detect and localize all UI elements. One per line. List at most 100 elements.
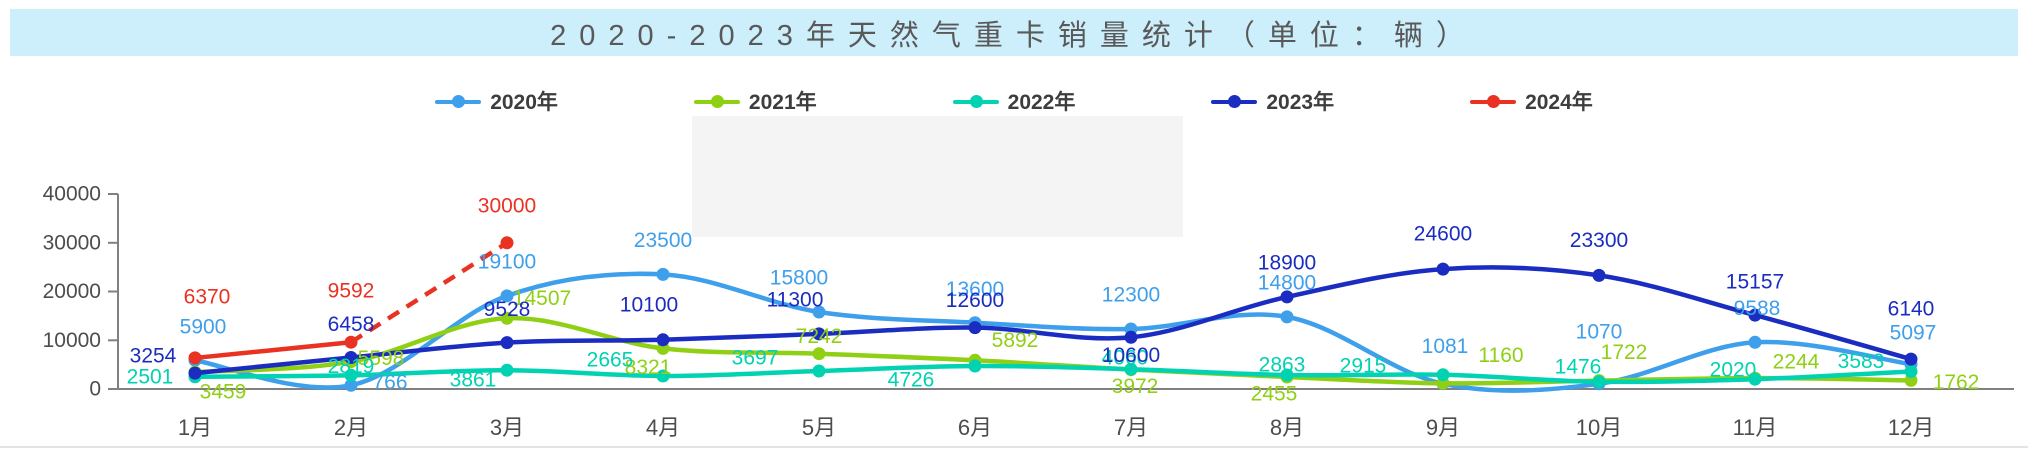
chart-title-bar: 2020-2023年天然气重卡销量统计（单位：辆） <box>10 9 2018 56</box>
data-label-2022年: 2863 <box>1259 354 1306 377</box>
x-axis-label: 6月 <box>958 415 992 440</box>
legend-item-2023年[interactable]: 2023年 <box>1211 86 1334 116</box>
data-point-2021年 <box>1904 373 1918 387</box>
x-axis-label: 7月 <box>1114 415 1148 440</box>
data-label-2022年: 1476 <box>1555 355 1602 378</box>
watermark-patch <box>692 116 1183 237</box>
legend-item-2021年[interactable]: 2021年 <box>693 86 817 116</box>
data-point-2020年 <box>812 305 826 319</box>
data-label-2020年: 5900 <box>180 316 227 339</box>
data-label-2020年: 1081 <box>1422 335 1469 358</box>
data-label-2023年: 3254 <box>130 345 177 368</box>
data-label-2022年: 2915 <box>1340 354 1387 377</box>
data-label-2023年: 9528 <box>484 298 531 321</box>
data-label-2021年: 1722 <box>1601 341 1648 364</box>
data-point-2022年 <box>500 363 514 377</box>
legend-marker-icon <box>1211 94 1258 108</box>
data-label-2021年: 2244 <box>1773 351 1820 374</box>
x-axis-label: 12月 <box>1888 415 1934 440</box>
data-point-2024年 <box>344 335 358 349</box>
data-label-2021年: 1160 <box>1478 344 1523 367</box>
data-label-2020年: 1070 <box>1576 320 1623 343</box>
data-label-2023年: 11300 <box>767 288 824 311</box>
data-point-2022年 <box>1904 365 1918 378</box>
data-label-2020年: 9588 <box>1734 297 1781 320</box>
data-point-2022年 <box>968 359 982 373</box>
series-line-2024年 <box>194 339 352 361</box>
data-point-2022年 <box>812 364 826 378</box>
data-point-2023年 <box>500 336 514 350</box>
legend-marker-icon <box>1470 94 1517 108</box>
legend-label: 2021年 <box>748 91 817 114</box>
legend-marker-icon <box>435 94 482 108</box>
data-label-2022年: 2665 <box>587 349 634 372</box>
x-axis-label: 3月 <box>490 415 524 440</box>
chart-title: 2020-2023年天然气重卡销量统计（单位：辆） <box>550 19 1478 52</box>
data-point-2022年 <box>1748 372 1762 386</box>
data-point-2024年 <box>188 351 202 365</box>
data-point-2021年 <box>812 347 826 361</box>
legend: 2020年 2021年 2022年 2023年 2024年 <box>0 85 2028 117</box>
data-label-2023年: 6458 <box>328 313 375 336</box>
data-point-2023年 <box>188 366 202 380</box>
data-point-2023年 <box>1904 352 1918 366</box>
data-point-2022年 <box>1592 375 1606 389</box>
data-label-2021年: 2455 <box>1251 383 1298 406</box>
data-point-2023年 <box>968 321 982 335</box>
data-label-2023年: 10600 <box>1102 344 1160 367</box>
data-label-2021年: 14507 <box>513 287 571 310</box>
bottom-divider <box>0 446 2028 448</box>
data-point-2020年 <box>344 378 358 392</box>
data-label-2021年: 3459 <box>200 381 247 404</box>
data-label-2020年: 12300 <box>1102 284 1160 307</box>
data-point-2020年 <box>656 267 670 281</box>
data-label-2023年: 18900 <box>1258 251 1316 274</box>
data-label-2023年: 10100 <box>620 293 678 316</box>
data-label-2020年: 766 <box>372 371 407 394</box>
data-point-2023年 <box>812 327 826 341</box>
legend-label: 2024年 <box>1525 91 1593 114</box>
data-label-2020年: 5097 <box>1890 322 1937 345</box>
data-point-2022年 <box>656 369 670 383</box>
legend-item-2020年[interactable]: 2020年 <box>435 86 558 116</box>
data-point-2023年 <box>344 351 358 364</box>
legend-item-2024年[interactable]: 2024年 <box>1470 86 1593 116</box>
x-axis-label: 1月 <box>178 415 212 440</box>
data-point-2023年 <box>1436 262 1450 276</box>
data-point-2022年 <box>1436 368 1450 382</box>
legend-label: 2023年 <box>1266 91 1335 114</box>
data-label-2020年: 23500 <box>634 229 692 252</box>
y-axis-label: 20000 <box>43 280 101 303</box>
data-label-2022年: 4060 <box>1102 347 1149 370</box>
data-label-2021年: 7242 <box>796 325 843 348</box>
data-label-2021年: 3972 <box>1112 375 1159 398</box>
x-axis-label: 2月 <box>334 415 368 440</box>
y-axis-label: 30000 <box>43 231 101 254</box>
data-label-2020年: 19100 <box>478 250 536 273</box>
data-label-2024年: 30000 <box>478 194 536 217</box>
x-axis-label: 9月 <box>1426 415 1460 440</box>
series-line-2022年 <box>194 363 1912 385</box>
data-point-2020年 <box>1748 335 1762 349</box>
data-label-2023年: 15157 <box>1726 271 1784 294</box>
legend-marker-icon <box>693 94 740 108</box>
data-point-2023年 <box>1748 308 1762 322</box>
data-label-2022年: 3583 <box>1838 350 1885 373</box>
data-label-2021年: 8321 <box>625 356 672 379</box>
y-axis-label: 10000 <box>43 329 101 352</box>
data-point-2020年 <box>500 289 514 303</box>
y-axis-label: 0 <box>89 378 101 401</box>
data-point-2022年 <box>344 368 358 382</box>
data-label-2021年: 5598 <box>358 347 405 370</box>
data-label-2021年: 5892 <box>992 329 1039 352</box>
x-axis-label: 10月 <box>1576 415 1622 440</box>
legend-item-2022年[interactable]: 2022年 <box>952 86 1075 116</box>
data-label-2023年: 6140 <box>1888 298 1935 321</box>
data-point-2023年 <box>656 333 670 347</box>
legend-marker-icon <box>952 94 999 108</box>
data-label-2024年: 6370 <box>184 285 231 308</box>
data-point-2023年 <box>1280 290 1294 304</box>
data-label-2021年: 1762 <box>1933 371 1980 394</box>
x-axis-label: 4月 <box>646 415 680 440</box>
